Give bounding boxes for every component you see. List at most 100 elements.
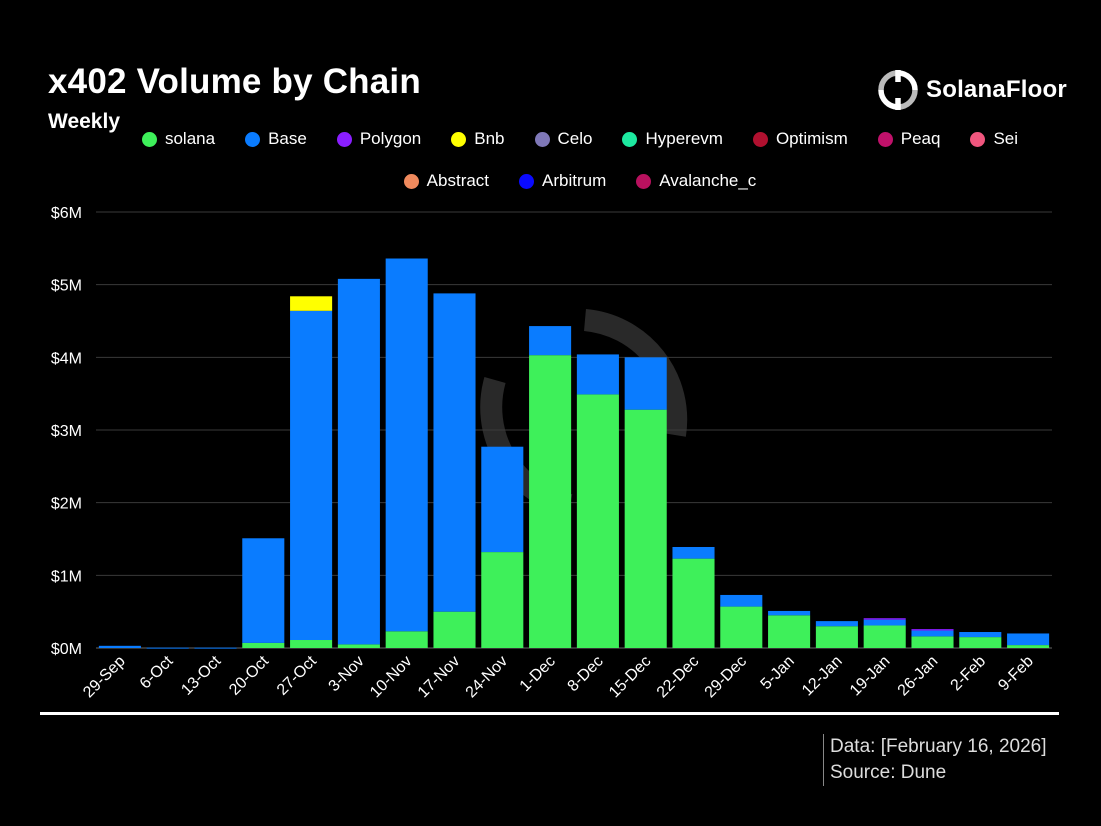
legend-label: Sei — [993, 129, 1019, 148]
y-tick-label: $6M — [51, 205, 82, 222]
bar-solana-5-jan — [768, 615, 811, 648]
legend-swatch — [622, 131, 638, 147]
y-tick-label: $4M — [51, 350, 82, 367]
bar-solana-8-dec — [576, 394, 619, 648]
legend-item-avalanche_c[interactable]: Avalanche_c — [636, 170, 756, 192]
x-tick-label: 26-Jan — [895, 653, 942, 700]
legend-swatch — [403, 173, 419, 189]
x-tick-label: 29-Sep — [80, 653, 129, 702]
bar-base-29-sep — [98, 645, 141, 648]
legend-item-hyperevm[interactable]: Hyperevm — [622, 128, 723, 150]
chart-subtitle: Weekly — [48, 110, 120, 133]
bar-solana-9-feb — [1007, 645, 1050, 648]
x-tick-label: 27-Oct — [274, 652, 320, 698]
bar-solana-1-dec — [529, 355, 572, 648]
y-tick-label: $5M — [51, 278, 82, 295]
legend-label: Base — [268, 129, 307, 148]
y-tick-label: $1M — [51, 568, 82, 585]
bar-solana-24-nov — [481, 552, 524, 648]
bar-solana-10-nov — [385, 631, 428, 648]
legend-swatch — [245, 131, 261, 147]
x-tick-label: 20-Oct — [226, 652, 272, 698]
footer-rule — [40, 712, 1059, 715]
legend-item-celo[interactable]: Celo — [534, 128, 593, 150]
legend-label: Avalanche_c — [659, 171, 757, 190]
bar-base-26-jan — [911, 630, 954, 637]
bar-base-9-feb — [1007, 633, 1050, 646]
legend-swatch — [877, 131, 893, 147]
x-axis: 29-Sep 6-Oct 13-Oct 20-Oct 27-Oct 3-Nov 10-Nov… — [80, 652, 1037, 701]
legend-label: Bnb — [474, 129, 505, 148]
x-tick-label: 13-Oct — [178, 652, 224, 698]
bar-base-27-oct — [290, 310, 333, 641]
legend-item-solana[interactable]: solana — [141, 128, 216, 150]
bar-base-24-nov — [481, 446, 524, 553]
bar-solana-29-dec — [720, 606, 763, 648]
legend-label: Optimism — [775, 129, 848, 148]
x-tick-label: 6-Oct — [137, 652, 177, 692]
legend-swatch — [141, 131, 157, 147]
legend-label: solana — [164, 129, 216, 148]
legend-item-sei[interactable]: Sei — [970, 128, 1018, 150]
bar-solana-2-feb — [959, 637, 1002, 648]
legend-label: Arbitrum — [542, 171, 607, 190]
bar-base-20-oct — [242, 538, 285, 643]
legend-item-abstract[interactable]: Abstract — [403, 170, 490, 192]
x-tick-label: 3-Nov — [326, 653, 368, 695]
legend-label: Peaq — [900, 129, 941, 148]
x-tick-label: 12-Jan — [799, 653, 846, 700]
bar-bnb-27-oct — [290, 296, 333, 311]
legend-swatch — [336, 131, 352, 147]
legend-swatch — [636, 173, 652, 189]
bar-solana-17-nov — [433, 611, 476, 648]
bar-base-3-nov — [337, 278, 380, 645]
chart-bars — [98, 258, 1050, 649]
bar-base-5-jan — [768, 610, 811, 616]
legend-swatch — [970, 131, 986, 147]
legend-swatch — [534, 131, 550, 147]
legend-item-peaq[interactable]: Peaq — [877, 128, 941, 150]
x-tick-label: 29-Dec — [702, 653, 750, 701]
legend-item-polygon[interactable]: Polygon — [336, 128, 421, 150]
x-tick-label: 2-Feb — [948, 653, 990, 695]
chart-gridlines — [96, 211, 1052, 649]
legend-item-arbitrum[interactable]: Arbitrum — [519, 170, 606, 192]
legend-label: Celo — [557, 129, 593, 148]
bar-base-2-feb — [959, 632, 1002, 638]
y-tick-label: $2M — [51, 496, 82, 513]
source-note: Data: [February 16, 2026] Source: Dune — [823, 734, 1047, 786]
chart-title: x402 Volume by Chain — [48, 62, 421, 101]
y-tick-label: $0M — [51, 641, 82, 658]
solanafloor-logo-icon — [878, 70, 918, 110]
bar-base-13-oct — [194, 647, 237, 649]
x-tick-label: 19-Jan — [847, 653, 894, 700]
legend-item-base[interactable]: Base — [245, 128, 307, 150]
legend-item-optimism[interactable]: Optimism — [752, 128, 848, 150]
bar-polygon-19-jan — [863, 618, 906, 620]
bar-base-15-dec — [624, 357, 667, 410]
x-tick-label: 15-Dec — [606, 653, 654, 701]
x-tick-label: 9-Feb — [995, 653, 1037, 695]
bar-base-19-jan — [863, 619, 906, 626]
y-axis: $0M $1M $2M $3M $4M $5M $6M — [51, 205, 82, 658]
bar-base-17-nov — [433, 293, 476, 612]
legend-swatch — [752, 131, 768, 147]
legend-swatch — [519, 173, 535, 189]
data-source: Source: Dune — [830, 762, 947, 783]
brand-name: SolanaFloor — [926, 76, 1067, 103]
bar-solana-27-oct — [290, 640, 333, 648]
legend-item-bnb[interactable]: Bnb — [451, 128, 505, 150]
bar-solana-12-jan — [815, 626, 858, 648]
bar-polygon-26-jan — [911, 629, 954, 631]
bar-solana-19-jan — [863, 625, 906, 648]
x-tick-label: 5-Jan — [758, 653, 798, 693]
bar-base-29-dec — [720, 594, 763, 607]
x-tick-label: 24-Nov — [463, 653, 511, 701]
bar-solana-20-oct — [242, 642, 285, 648]
x-tick-label: 10-Nov — [367, 653, 415, 701]
bar-solana-3-nov — [337, 644, 380, 648]
bar-base-22-dec — [672, 546, 715, 559]
legend-label: Abstract — [426, 171, 490, 190]
x-tick-label: 17-Nov — [415, 653, 463, 701]
